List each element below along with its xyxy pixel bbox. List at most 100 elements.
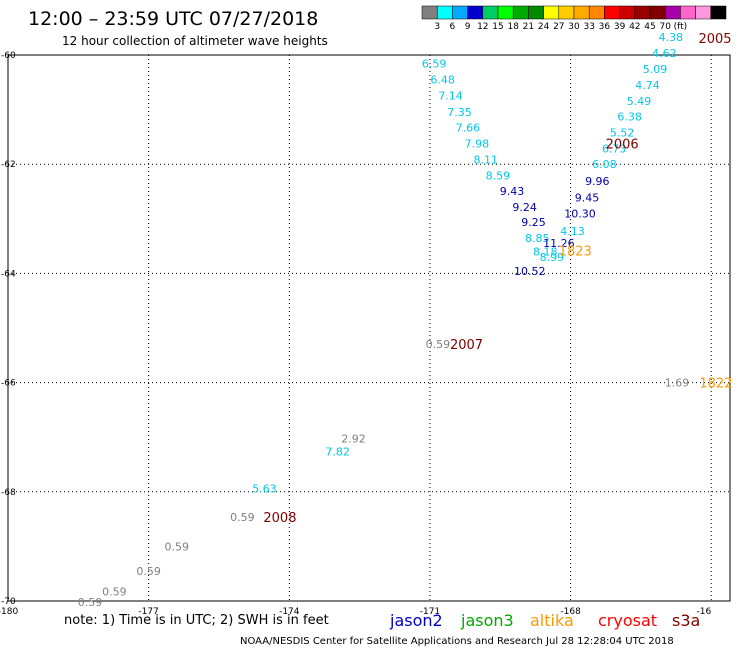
y-tick-label: -70 (1, 597, 16, 607)
satellite-label: jason2 (389, 611, 443, 630)
wave-height-value: 6.08 (592, 158, 617, 171)
colorbar-swatch (528, 5, 544, 20)
wave-height-value: 7.35 (447, 106, 472, 119)
wave-height-value: 0.59 (78, 596, 103, 609)
satellite-label: altika (530, 611, 574, 630)
colorbar-label: 9 (465, 22, 471, 32)
colorbar-label: (ft) (674, 22, 688, 32)
x-tick-label: -180 (0, 607, 18, 617)
y-tick-label: -66 (1, 379, 16, 389)
wave-height-value: 2.92 (341, 432, 366, 445)
credit-text: NOAA/NESDIS Center for Satellite Applica… (240, 636, 674, 647)
wave-height-value: 5.52 (610, 127, 635, 140)
colorbar-swatch (634, 5, 651, 20)
x-tick-label: -174 (279, 607, 300, 617)
grid-lines (8, 55, 730, 601)
colorbar-swatch (436, 5, 453, 20)
wave-height-value: 8.11 (473, 153, 498, 166)
wave-height-value: 6.59 (422, 58, 447, 71)
colorbar-swatch (543, 5, 560, 20)
wave-height-value: 4.62 (652, 47, 677, 60)
wave-height-value: 10.52 (514, 265, 546, 278)
x-tick-label: -171 (420, 607, 440, 617)
colorbar-swatch (421, 5, 438, 20)
wave-height-value: 4.13 (560, 225, 585, 238)
colorbar-label: 27 (553, 22, 564, 32)
satellite-legend: jason2 jason3 altika cryosat s3a (389, 611, 700, 630)
colorbar-label: 18 (507, 22, 519, 32)
colorbar-label: 21 (523, 22, 534, 32)
satellite-label: cryosat (598, 611, 657, 630)
y-tick-label: -64 (1, 269, 16, 279)
wave-height-value: 0.59 (165, 540, 190, 553)
time-label: 1823 (559, 244, 592, 259)
colorbar-label: 30 (568, 22, 580, 32)
colorbar-label: 42 (629, 22, 640, 32)
colorbar-swatch (588, 5, 605, 20)
colorbar-swatch (452, 5, 468, 20)
chart-title: 12:00 – 23:59 UTC 07/27/2018 (28, 8, 318, 30)
wave-height-value: 0.59 (230, 511, 255, 524)
time-label: 2006 (606, 137, 639, 152)
wave-height-value: 9.43 (500, 185, 525, 198)
wave-height-value: 7.66 (456, 122, 481, 135)
colorbar-label: 12 (477, 22, 488, 32)
colorbar-label: 45 (644, 22, 655, 32)
wave-height-value: 8.99 (540, 251, 565, 264)
colorbar-label: 39 (614, 22, 626, 32)
time-labels: 2005 2006 1823 2007 1822 2008 (263, 32, 732, 526)
colorbar-swatch (619, 5, 636, 20)
wave-height-value: 9.45 (575, 192, 600, 205)
satellite-label: jason3 (460, 611, 514, 630)
axis-tick-labels: -180 -177 -174 -171 -168 -16 -60 -62 -64 -66 -68 -7… (0, 51, 712, 617)
wave-height-value: 4.74 (635, 79, 660, 92)
colorbar-label: 70 (659, 22, 671, 32)
wave-height-value: 6.48 (430, 74, 455, 87)
time-label: 2005 (698, 32, 731, 47)
wave-height-value: 8.85 (525, 232, 550, 245)
wave-height-points: 6.59 6.48 7.14 7.35 7.66 7.98 8.11 8.59 9.43 9.24… (78, 31, 689, 609)
colorbar-label: 33 (583, 22, 594, 32)
colorbar-swatch (497, 5, 514, 20)
colorbar-swatch (649, 5, 666, 20)
wave-height-value: 9.96 (585, 175, 610, 188)
time-label: 2008 (263, 511, 296, 526)
colorbar-label: 36 (599, 22, 611, 32)
wave-height-value: 8.59 (486, 170, 511, 183)
colorbar-swatch (664, 5, 681, 20)
plot-frame (7, 54, 731, 602)
wave-height-value: 10.30 (564, 207, 596, 220)
wave-height-value: 4.38 (659, 31, 684, 44)
colorbar-swatch (467, 5, 484, 20)
wave-height-value: 1.69 (665, 377, 690, 390)
note-text: note: 1) Time is in UTC; 2) SWH is in fe… (64, 613, 329, 628)
colorbar-swatch (710, 5, 727, 20)
satellite-label: s3a (672, 611, 700, 630)
x-tick-label: -177 (138, 607, 158, 617)
colorbar-swatch (695, 5, 712, 20)
wave-height-value: 8.18 (533, 246, 558, 259)
y-tick-label: -60 (1, 51, 16, 61)
wave-height-value: 0.59 (102, 586, 127, 599)
colorbar-swatch (680, 5, 696, 20)
wave-height-value: 6.38 (617, 111, 642, 124)
y-tick-label: -62 (1, 160, 16, 170)
wave-height-value: 9.24 (512, 201, 537, 214)
colorbar-label: 6 (450, 22, 456, 32)
wave-height-value: 6.73 (602, 142, 627, 155)
colorbar-swatch (512, 5, 529, 20)
wave-height-value: 9.25 (521, 216, 546, 229)
wave-height-value: 11.26 (543, 237, 575, 250)
chart-subtitle: 12 hour collection of altimeter wave hei… (62, 34, 328, 48)
colorbar-label: 15 (492, 22, 503, 32)
wave-height-value: 7.98 (465, 137, 490, 150)
colorbar-label: 24 (538, 22, 550, 32)
wave-height-value: 0.59 (136, 565, 161, 578)
colorbar-swatch (604, 5, 620, 20)
colorbar-legend: 3 6 9 12 15 18 21 24 27 30 33 36 39 42 45 70 (ft) (421, 5, 727, 32)
wave-height-value: 5.49 (627, 95, 652, 108)
x-tick-label: -168 (560, 607, 581, 617)
x-tick-label: -16 (697, 607, 712, 617)
colorbar-swatch (573, 5, 590, 20)
